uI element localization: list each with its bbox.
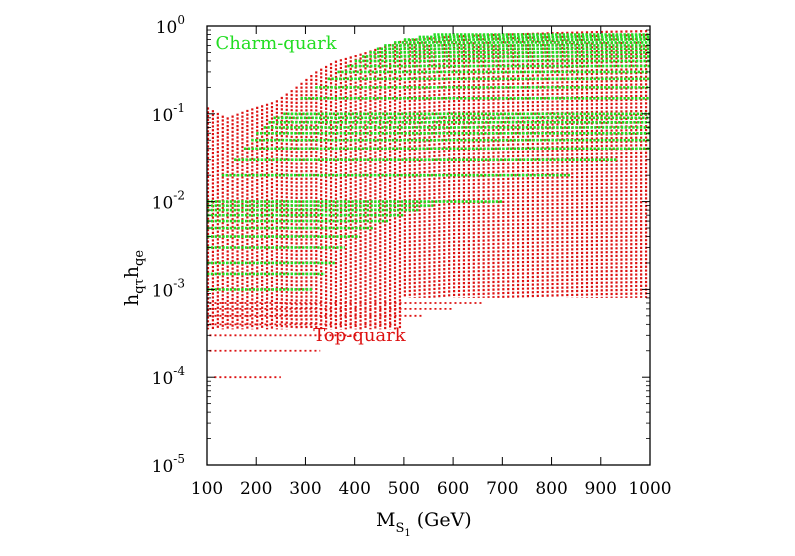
plot-frame bbox=[206, 25, 651, 466]
x-tick-label: 200 bbox=[240, 479, 272, 499]
y-tick-label: 10-3 bbox=[152, 276, 185, 301]
y-tick-exponent: -5 bbox=[173, 452, 185, 466]
x-tick-label: 700 bbox=[486, 479, 518, 499]
y-tick-base: 10 bbox=[152, 369, 174, 389]
x-tick-label: 500 bbox=[388, 479, 420, 499]
charm-quark-label: Charm-quark bbox=[215, 33, 337, 54]
y-tick-label: 100 bbox=[156, 13, 185, 38]
y-tick-exponent: -3 bbox=[173, 276, 185, 290]
x-tick-label: 900 bbox=[585, 479, 617, 499]
x-tick-label: 1000 bbox=[628, 479, 671, 499]
y-tick-exponent: 0 bbox=[177, 13, 185, 27]
y-tick-label: 10-1 bbox=[152, 101, 185, 126]
axis-ticks bbox=[206, 25, 651, 466]
x-tick-label: 600 bbox=[437, 479, 469, 499]
y-tick-label: 10-4 bbox=[152, 364, 186, 389]
y-tick-base: 10 bbox=[152, 457, 174, 477]
y-axis-title: hqτhqe bbox=[121, 250, 147, 306]
y-tick-base: 10 bbox=[156, 18, 178, 38]
x-tick-label: 400 bbox=[338, 479, 370, 499]
x-tick-label: 800 bbox=[535, 479, 567, 499]
y-tick-base: 10 bbox=[152, 281, 174, 301]
y-tick-exponent: -2 bbox=[173, 189, 185, 203]
x-tick-label: 100 bbox=[191, 479, 223, 499]
y-tick-label: 10-2 bbox=[152, 189, 185, 214]
y-tick-base: 10 bbox=[152, 194, 174, 214]
y-tick-base: 10 bbox=[152, 106, 174, 126]
y-tick-exponent: -1 bbox=[173, 101, 185, 115]
top-quark-points bbox=[206, 30, 648, 379]
top-quark-label: Top-quark bbox=[313, 325, 407, 346]
x-tick-label: 300 bbox=[289, 479, 321, 499]
charm-quark-points bbox=[207, 33, 650, 291]
x-tick-labels: 100 200 300 400 500 600 700 800 900 1000 bbox=[191, 479, 672, 499]
y-tick-exponent: -4 bbox=[173, 364, 185, 378]
x-axis-title: MS1(GeV) bbox=[376, 509, 472, 539]
y-tick-label: 10-5 bbox=[152, 452, 185, 477]
